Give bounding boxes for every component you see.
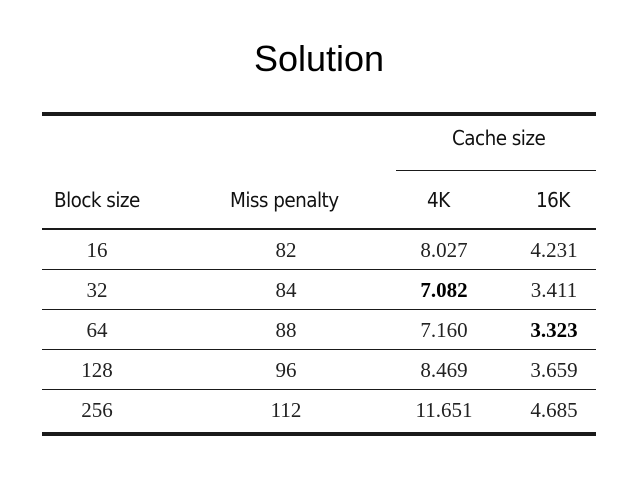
column-header-block-size: Block size [54,188,140,212]
cache-4k-cell-best: 7.082 [420,278,468,302]
column-header-4k: 4K [427,188,450,212]
block-size-cell: 256 [81,398,113,422]
row-divider [42,269,596,270]
cache-4k-cell: 8.469 [420,358,468,382]
table-top-rule [42,112,596,116]
cache-4k-cell: 8.027 [420,238,468,262]
column-header-16k: 16K [536,188,570,212]
cache-size-group-header: Cache size [452,126,546,150]
block-size-cell: 64 [86,318,108,342]
cache-16k-cell-best: 3.323 [530,318,578,342]
header-bottom-rule [42,228,596,230]
block-size-cell: 128 [81,358,113,382]
miss-penalty-cell: 112 [270,398,302,422]
table-bottom-rule [42,432,596,436]
row-divider [42,309,596,310]
miss-penalty-cell: 84 [275,278,297,302]
cache-16k-cell: 4.231 [530,238,578,262]
row-divider [42,349,596,350]
cache-size-underline [396,170,596,171]
slide-title: Solution [253,38,385,79]
miss-penalty-cell: 96 [275,358,297,382]
miss-penalty-cell: 82 [275,238,297,262]
block-size-cell: 32 [86,278,108,302]
cache-16k-cell: 3.659 [530,358,578,382]
block-size-cell: 16 [86,238,108,262]
cache-4k-cell: 7.160 [420,318,468,342]
cache-16k-cell: 3.411 [530,278,578,302]
column-header-miss-penalty: Miss penalty [230,188,339,212]
row-divider [42,389,596,390]
miss-penalty-cell: 88 [275,318,297,342]
cache-4k-cell: 11.651 [415,398,473,422]
cache-16k-cell: 4.685 [530,398,578,422]
